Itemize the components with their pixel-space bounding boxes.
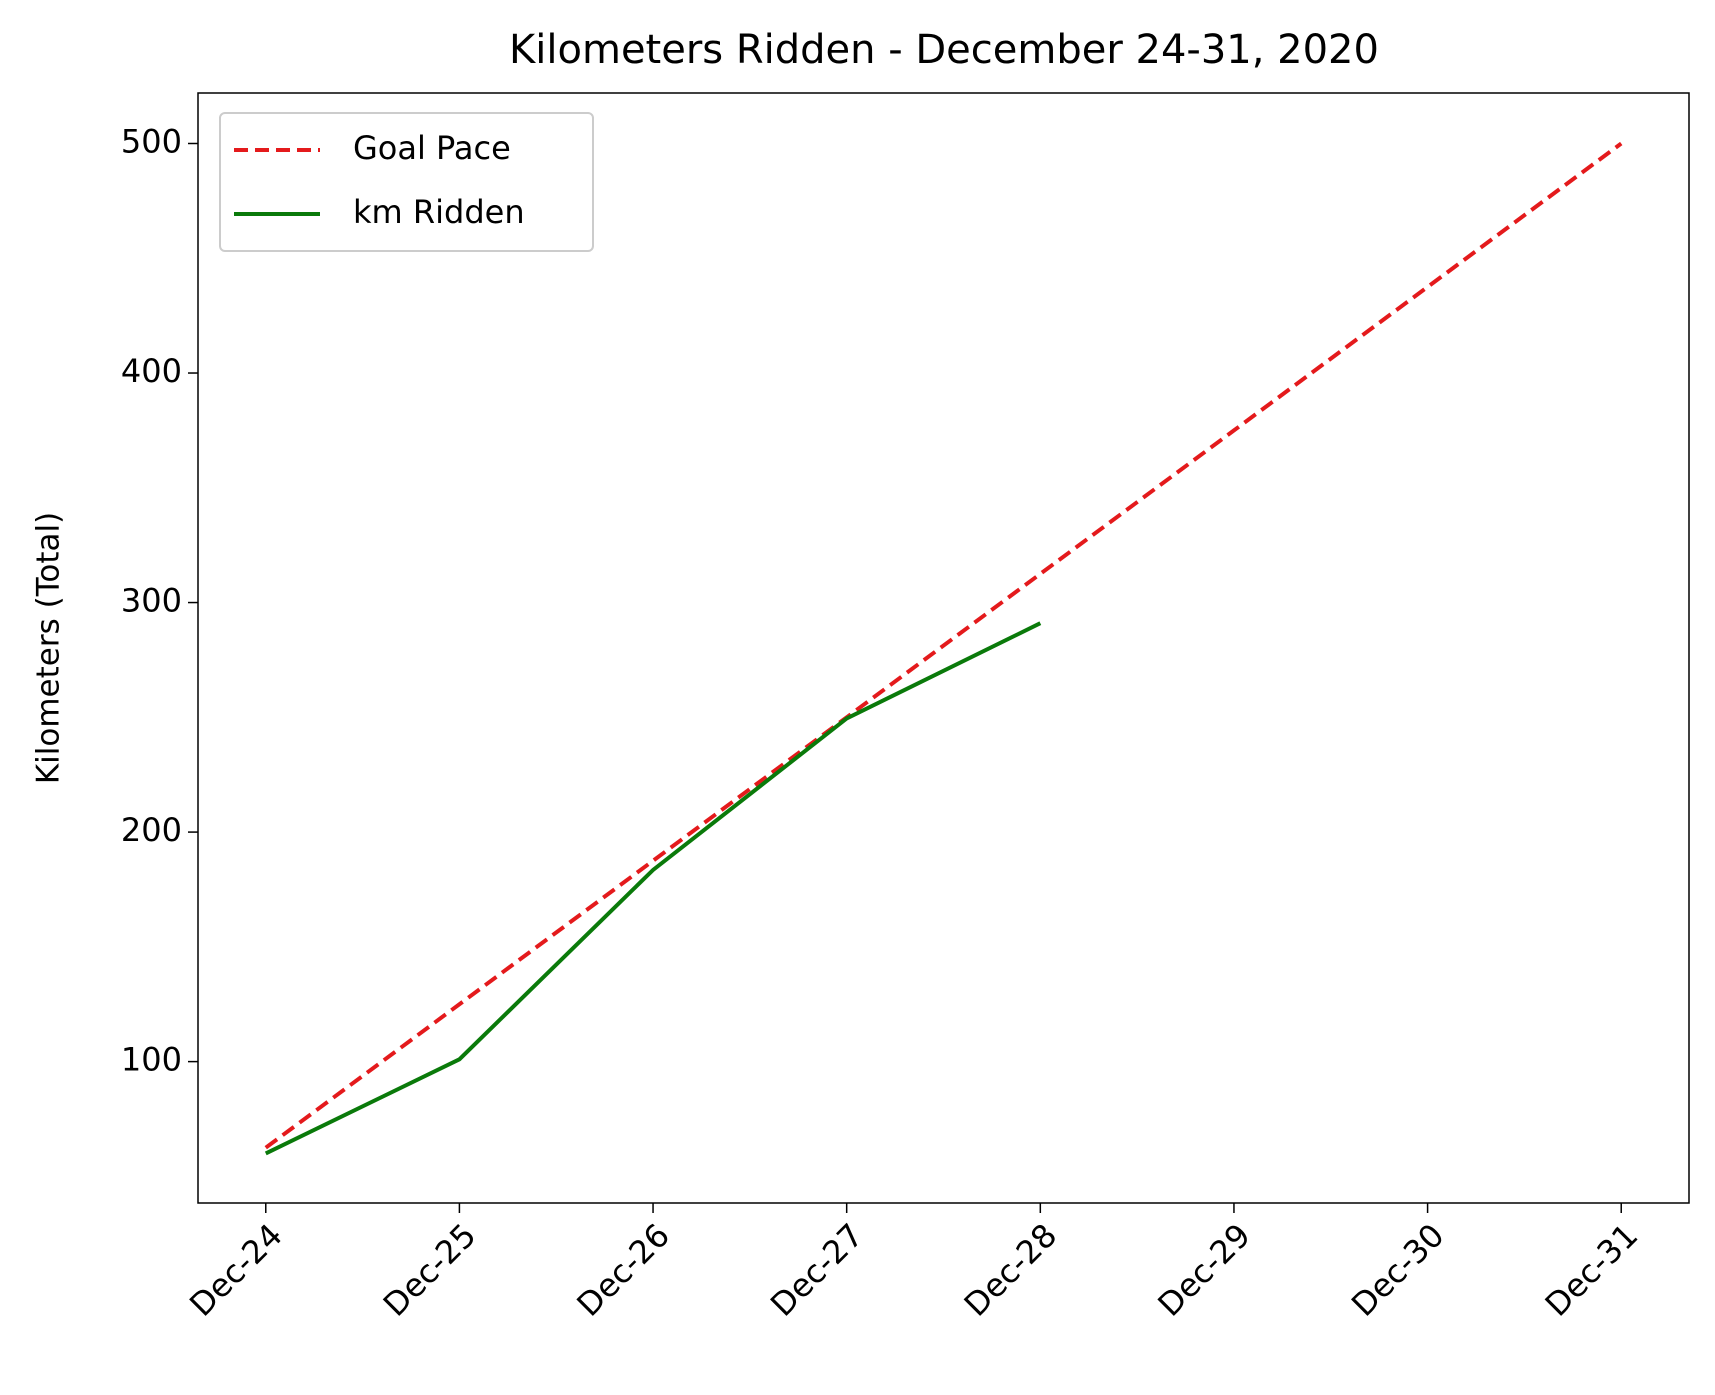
x-tick-label: Dec-29 <box>1150 1216 1258 1324</box>
x-tick-label: Dec-30 <box>1344 1216 1452 1324</box>
y-axis-label: Kilometers (Total) <box>31 512 67 784</box>
y-tick-label: 500 <box>121 122 182 160</box>
series-line <box>264 621 1042 1156</box>
x-tick-label: Dec-31 <box>1538 1216 1646 1324</box>
y-tick-label: 400 <box>121 352 182 390</box>
series-line <box>264 141 1623 1150</box>
legend-box <box>219 112 594 252</box>
legend-label: Goal Pace <box>353 129 511 167</box>
x-tick-label: Dec-25 <box>376 1216 484 1324</box>
x-tick-label: Dec-24 <box>182 1216 290 1324</box>
plot-frame <box>197 92 1690 1204</box>
y-tick-label: 100 <box>121 1041 182 1079</box>
y-tick-label: 300 <box>121 582 182 620</box>
x-tick-label: Dec-27 <box>763 1216 871 1324</box>
x-tick-label: Dec-26 <box>569 1216 677 1324</box>
x-tick-label: Dec-28 <box>957 1216 1065 1324</box>
y-tick-label: 200 <box>121 811 182 849</box>
legend-label: km Ridden <box>353 193 525 231</box>
chart-title: Kilometers Ridden - December 24-31, 2020 <box>509 27 1379 73</box>
